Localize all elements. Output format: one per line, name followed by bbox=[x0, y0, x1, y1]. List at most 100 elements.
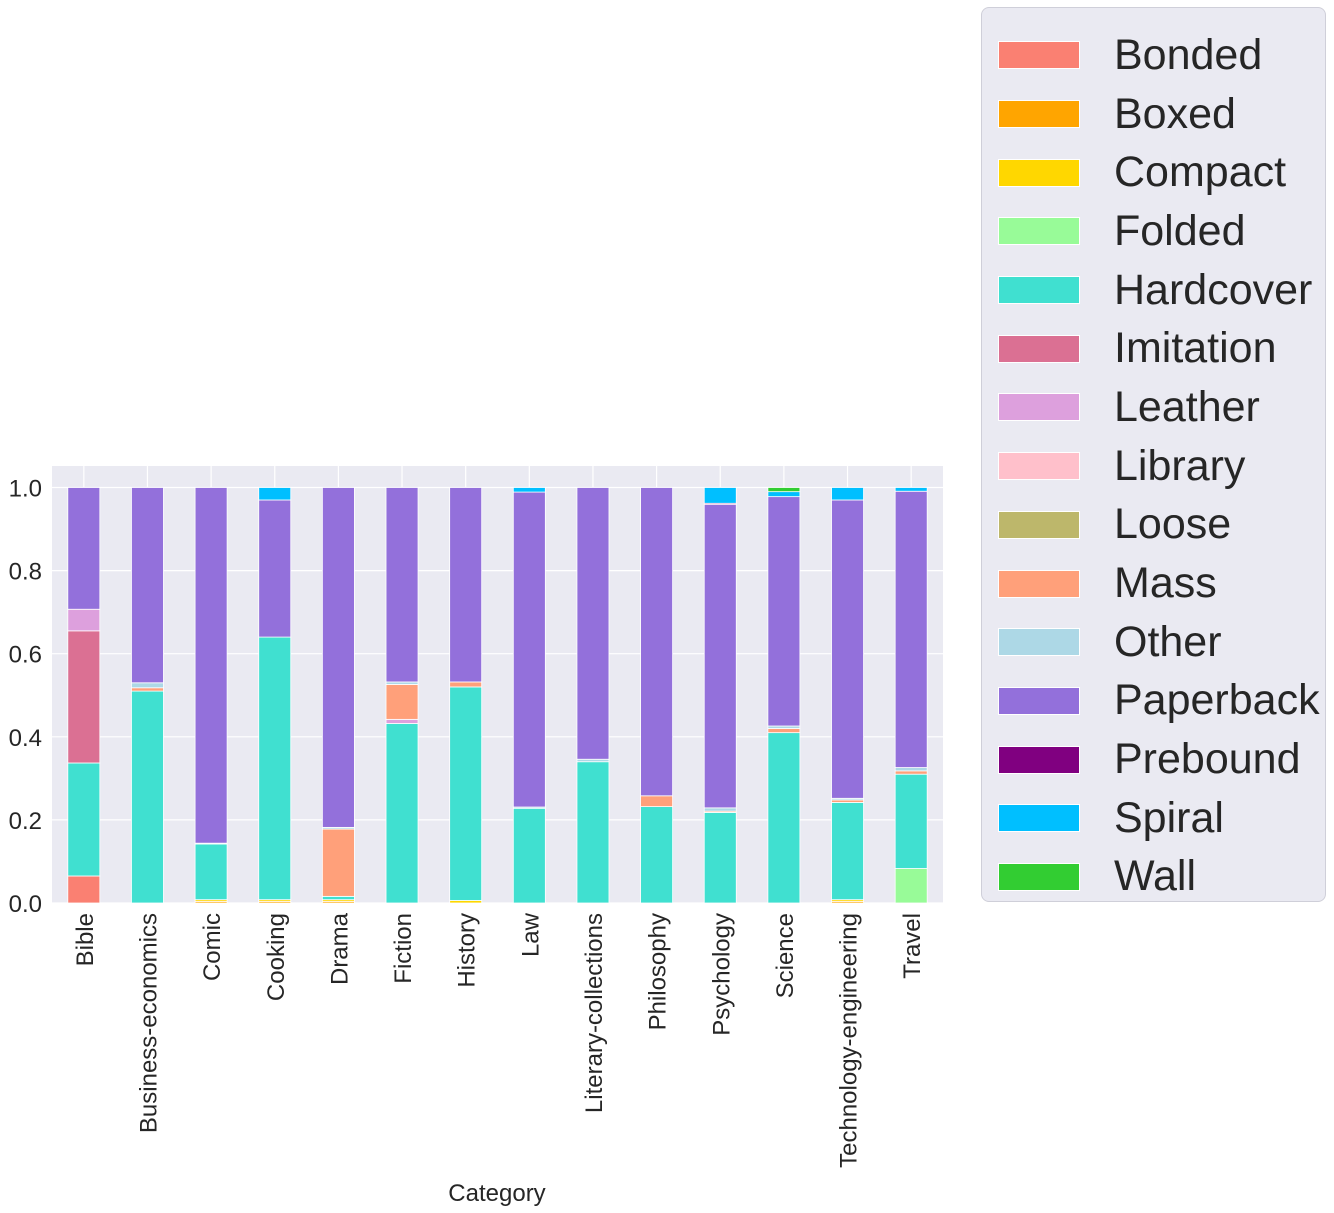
x-tick-labels: Bible Business-economics Comic Cooking Drama… bbox=[72, 912, 926, 1168]
bar-segment-mass bbox=[640, 795, 674, 808]
y-tick-label: 0.2 bbox=[9, 808, 42, 835]
bar-segment-spiral bbox=[894, 487, 928, 492]
bar-segment-paperback bbox=[767, 496, 801, 727]
bar-segment-hardcover bbox=[894, 773, 928, 869]
legend-label: Library bbox=[1114, 441, 1246, 490]
legend-swatch bbox=[998, 276, 1080, 305]
bar-segment-mass bbox=[385, 684, 419, 720]
legend-item: Mass bbox=[998, 554, 1325, 613]
bar-segment-wall bbox=[767, 487, 801, 493]
legend-label: Hardcover bbox=[1114, 265, 1313, 314]
bar-segment-hardcover bbox=[194, 843, 228, 901]
legend-label: Compact bbox=[1114, 148, 1287, 197]
legend-item: Prebound bbox=[998, 730, 1325, 789]
legend-item: Wall bbox=[998, 848, 1325, 907]
bar-segment-hardcover bbox=[767, 732, 801, 904]
bar-segment-paperback bbox=[321, 487, 355, 828]
bar-segment-leather bbox=[67, 608, 101, 632]
legend-item: Paperback bbox=[998, 672, 1325, 731]
bar-segment-spiral bbox=[258, 487, 292, 501]
legend-item: Compact bbox=[998, 143, 1325, 202]
bar-segment-spiral bbox=[703, 487, 737, 504]
bar-segment-hardcover bbox=[131, 690, 164, 904]
x-tick-label: Literary-collections bbox=[581, 913, 608, 1113]
legend-swatch bbox=[998, 745, 1080, 774]
bar-segment-hardcover bbox=[831, 802, 864, 901]
bar-segment-paperback bbox=[640, 487, 674, 797]
bar-segment-mass bbox=[894, 770, 928, 775]
x-tick-label: Fiction bbox=[390, 913, 417, 984]
x-tick-label: Science bbox=[772, 913, 799, 998]
y-tick-label: 0.6 bbox=[9, 642, 42, 669]
bar-segment-imitation bbox=[67, 630, 101, 764]
bar-segment-other bbox=[703, 807, 737, 812]
legend-swatch bbox=[998, 569, 1080, 598]
bar-segment-spiral bbox=[767, 491, 801, 498]
bar-segment-other bbox=[131, 682, 164, 689]
bar-segment-mass bbox=[767, 728, 801, 734]
bar-segment-hardcover bbox=[321, 895, 355, 901]
legend-swatch bbox=[998, 100, 1080, 129]
legend-label: Folded bbox=[1114, 206, 1246, 255]
legend-swatch bbox=[998, 862, 1080, 891]
legend-label: Imitation bbox=[1114, 324, 1277, 373]
legend-item: Imitation bbox=[998, 319, 1325, 378]
legend-swatch bbox=[998, 510, 1080, 539]
bar-segment-paperback bbox=[576, 487, 610, 760]
bar-segment-paperback bbox=[894, 490, 928, 768]
bar-segment-paperback bbox=[67, 487, 101, 610]
legend-label: Prebound bbox=[1114, 735, 1301, 784]
legend-item: Boxed bbox=[998, 85, 1325, 144]
legend-swatch bbox=[998, 334, 1080, 363]
legend-label: Bonded bbox=[1114, 30, 1263, 79]
x-tick-label: Philosophy bbox=[645, 913, 672, 1030]
x-tick-label: Psychology bbox=[708, 913, 735, 1036]
legend: Bonded Boxed Compact Folded Hardcover Imitati… bbox=[981, 7, 1326, 902]
x-axis-label: Category bbox=[448, 1180, 545, 1207]
bar-segment-folded bbox=[894, 868, 928, 904]
y-tick-label: 1.0 bbox=[9, 476, 42, 503]
bar-segment-spiral bbox=[831, 487, 864, 501]
bar-segment-hardcover bbox=[512, 807, 546, 904]
legend-swatch bbox=[998, 452, 1080, 481]
legend-swatch bbox=[998, 158, 1080, 187]
x-tick-label: Business-economics bbox=[135, 913, 162, 1133]
legend-label: Paperback bbox=[1114, 676, 1320, 725]
bar-segment-hardcover bbox=[449, 686, 483, 901]
y-tick-labels: 0.0 0.2 0.4 0.6 0.8 1.0 bbox=[9, 476, 42, 919]
x-tick-label: Bible bbox=[72, 913, 99, 966]
legend-item: Folded bbox=[998, 202, 1325, 261]
plot-background bbox=[52, 466, 943, 903]
x-tick-label: Cooking bbox=[263, 913, 290, 1001]
bar-segment-paperback bbox=[194, 487, 228, 844]
bar-segment-paperback bbox=[258, 499, 292, 638]
legend-item: Bonded bbox=[998, 26, 1325, 85]
bar-segment-hardcover bbox=[385, 723, 419, 904]
legend-swatch bbox=[998, 804, 1080, 833]
x-tick-label: Comic bbox=[199, 913, 226, 981]
bar-segment-hardcover bbox=[640, 806, 674, 904]
bar-segment-spiral bbox=[512, 487, 546, 493]
y-tick-label: 0.0 bbox=[9, 891, 42, 918]
bar-segment-hardcover bbox=[576, 761, 610, 904]
legend-item: Spiral bbox=[998, 789, 1325, 848]
bar-segment-mass bbox=[449, 681, 483, 688]
x-tick-label: History bbox=[454, 913, 481, 988]
bar-segment-bonded bbox=[67, 875, 101, 904]
x-tick-label: Technology-engineering bbox=[836, 913, 863, 1168]
legend-item: Loose bbox=[998, 496, 1325, 555]
bar-segment-leather bbox=[385, 718, 419, 724]
legend-swatch bbox=[998, 217, 1080, 246]
legend-label: Mass bbox=[1114, 559, 1217, 608]
legend-label: Spiral bbox=[1114, 793, 1224, 842]
bars bbox=[67, 487, 928, 904]
legend-item: Other bbox=[998, 613, 1325, 672]
bar-segment-other bbox=[894, 767, 928, 772]
bar-segment-hardcover bbox=[258, 636, 292, 901]
legend-label: Loose bbox=[1114, 500, 1232, 549]
bar-segment-paperback bbox=[385, 487, 419, 683]
x-tick-label: Law bbox=[517, 912, 544, 957]
y-tick-label: 0.4 bbox=[9, 725, 42, 752]
y-tick-label: 0.8 bbox=[9, 559, 42, 586]
